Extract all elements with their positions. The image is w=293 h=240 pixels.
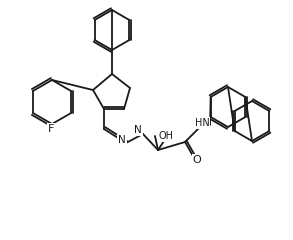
- Text: F: F: [48, 124, 54, 134]
- Text: N: N: [118, 135, 126, 145]
- Text: OH: OH: [159, 131, 173, 141]
- Text: N: N: [134, 125, 142, 135]
- Text: O: O: [193, 155, 201, 165]
- Text: HN: HN: [195, 118, 209, 128]
